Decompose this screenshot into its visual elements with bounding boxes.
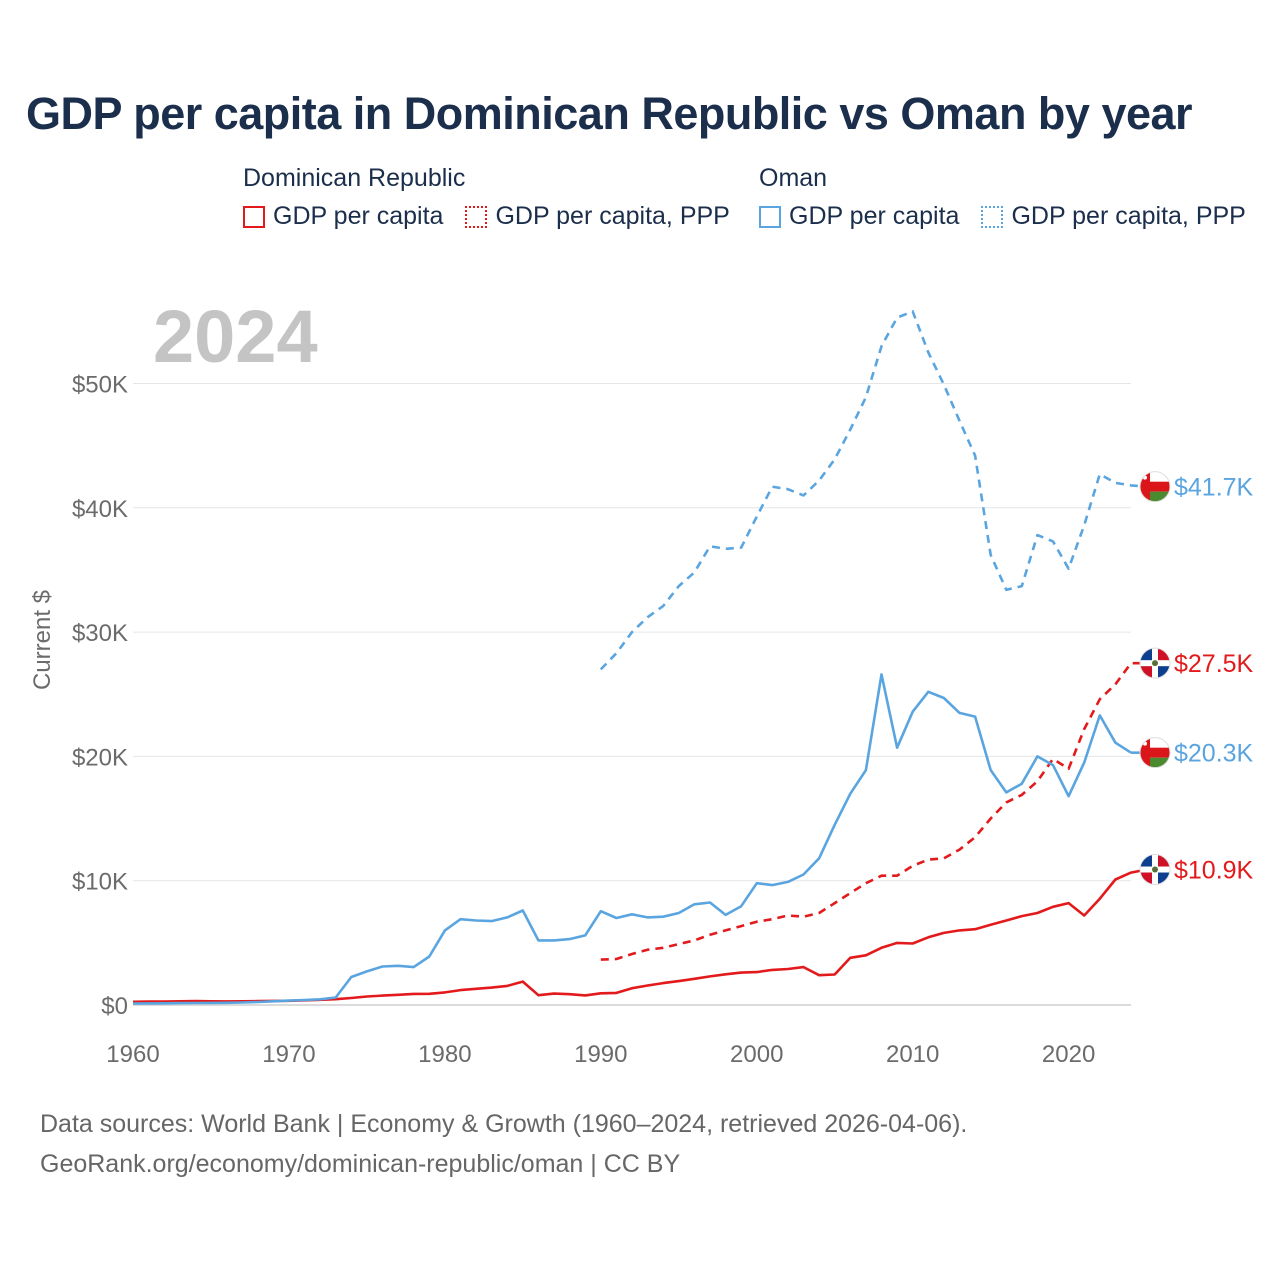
legend-label: GDP per capita, PPP (1011, 202, 1246, 230)
legend-swatch-solid-blue (759, 205, 781, 228)
legend-item-dr-gdp[interactable]: GDP per capita (243, 202, 443, 231)
footer: Data sources: World Bank | Economy & Gro… (40, 1104, 967, 1184)
y-tick-label: $50K (72, 372, 128, 399)
legend-swatch-dotted-red (465, 205, 488, 228)
x-tick-label: 2010 (886, 1041, 939, 1068)
series-line-dominican-republic-gdp-ppp[interactable] (600, 661, 1147, 961)
end-marker-oman-gdp: $20.3K (1131, 737, 1254, 769)
legend-group-title: Dominican Republic (243, 164, 466, 192)
y-tick-label: $40K (72, 496, 128, 523)
x-tick-label: 2000 (730, 1041, 783, 1068)
series-line-dominican-republic-gdp[interactable] (132, 868, 1147, 1004)
x-tick-label: 1990 (574, 1041, 627, 1068)
series-line-oman-gdp-ppp[interactable] (599, 310, 1147, 671)
legend-label: GDP per capita, PPP (495, 202, 730, 230)
source-url-text[interactable]: GeoRank.org/economy/dominican-republic/o… (40, 1150, 681, 1178)
y-tick-label: $0 (101, 993, 128, 1020)
legend-group-title: Oman (759, 164, 828, 192)
y-tick-label: $30K (72, 620, 128, 647)
end-value-label: $27.5K (1174, 650, 1254, 678)
flag-oman-icon (1140, 737, 1170, 768)
legend-swatch-solid-red (243, 205, 265, 228)
y-axis-title: Current $ (29, 590, 56, 690)
legend-item-oman-gdp-ppp[interactable]: GDP per capita, PPP (981, 202, 1246, 231)
legend-label: GDP per capita (273, 202, 444, 230)
x-tick-label: 2020 (1042, 1041, 1095, 1068)
legend-item-oman-gdp[interactable]: GDP per capita (759, 202, 959, 231)
x-tick-label: 1960 (106, 1041, 159, 1068)
end-value-label: $20.3K (1174, 740, 1254, 768)
x-tick-label: 1980 (418, 1041, 471, 1068)
series-line-oman-gdp[interactable] (132, 673, 1132, 1005)
chart-title: GDP per capita in Dominican Republic vs … (26, 88, 1193, 139)
legend-group-oman: Oman GDP per capita GDP per capita, PPP (759, 160, 1268, 231)
flag-oman-icon (1140, 471, 1170, 502)
end-marker-dominican-republic-gdp: $10.9K (1139, 854, 1254, 886)
legend-group-dominican-republic: Dominican Republic GDP per capita GDP pe… (243, 160, 752, 231)
legend-item-dr-gdp-ppp[interactable]: GDP per capita, PPP (465, 202, 730, 231)
end-marker-oman-gdp-ppp: $41.7K (1139, 471, 1254, 503)
x-tick-label: 1970 (262, 1041, 315, 1068)
year-watermark: 2024 (153, 295, 318, 378)
end-value-label: $10.9K (1174, 857, 1254, 885)
end-marker-dominican-republic-gdp-ppp: $27.5K (1139, 647, 1254, 679)
end-value-label: $41.7K (1174, 474, 1254, 502)
legend-label: GDP per capita (789, 202, 960, 230)
legend-swatch-dotted-blue (981, 205, 1004, 228)
y-tick-label: $10K (72, 869, 128, 896)
data-sources-text: Data sources: World Bank | Economy & Gro… (40, 1110, 968, 1138)
y-tick-label: $20K (72, 744, 128, 771)
